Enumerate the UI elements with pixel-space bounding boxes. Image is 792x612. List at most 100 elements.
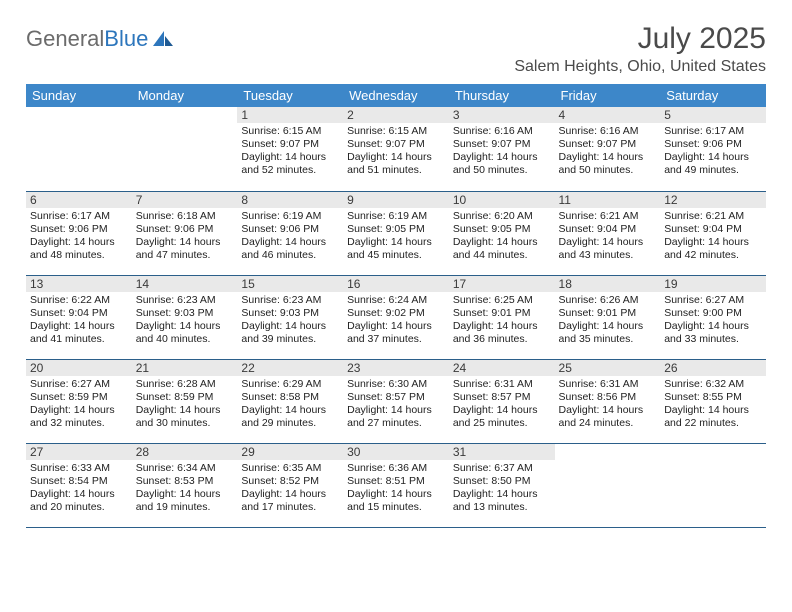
detail-line: Daylight: 14 hours and 33 minutes. [664,320,762,346]
detail-line: Sunrise: 6:19 AM [347,210,445,223]
detail-line: Daylight: 14 hours and 44 minutes. [453,236,551,262]
detail-line: Sunset: 9:06 PM [241,223,339,236]
day-number: 16 [343,276,449,292]
day-details: Sunrise: 6:21 AMSunset: 9:04 PMDaylight:… [664,210,762,263]
detail-line: Sunset: 8:57 PM [347,391,445,404]
day-details: Sunrise: 6:25 AMSunset: 9:01 PMDaylight:… [453,294,551,347]
day-details: Sunrise: 6:27 AMSunset: 8:59 PMDaylight:… [30,378,128,431]
detail-line: Sunset: 8:50 PM [453,475,551,488]
calendar-cell: 2Sunrise: 6:15 AMSunset: 9:07 PMDaylight… [343,107,449,191]
day-number: 24 [449,360,555,376]
detail-line: Sunset: 9:04 PM [30,307,128,320]
detail-line: Daylight: 14 hours and 19 minutes. [136,488,234,514]
detail-line: Sunrise: 6:25 AM [453,294,551,307]
calendar-cell: 18Sunrise: 6:26 AMSunset: 9:01 PMDayligh… [555,275,661,359]
detail-line: Sunset: 9:07 PM [347,138,445,151]
detail-line: Sunrise: 6:16 AM [453,125,551,138]
day-number: 3 [449,107,555,123]
detail-line: Daylight: 14 hours and 17 minutes. [241,488,339,514]
detail-line: Sunrise: 6:16 AM [559,125,657,138]
calendar-cell: 27Sunrise: 6:33 AMSunset: 8:54 PMDayligh… [26,443,132,527]
calendar-cell: 24Sunrise: 6:31 AMSunset: 8:57 PMDayligh… [449,359,555,443]
calendar-cell: 8 Sunrise: 6:19 AMSunset: 9:06 PMDaylight… [237,191,343,275]
day-number: 9 [343,192,449,208]
day-details: Sunrise: 6:17 AMSunset: 9:06 PMDaylight:… [30,210,128,263]
calendar-cell: 30 Sunrise: 6:36 AMSunset: 8:51 PMDayligh… [343,443,449,527]
day-details: Sunrise: 6:16 AMSunset: 9:07 PMDaylight:… [453,125,551,178]
detail-line: Sunrise: 6:23 AM [136,294,234,307]
detail-line: Sunrise: 6:19 AM [241,210,339,223]
detail-line: Sunrise: 6:17 AM [664,125,762,138]
detail-line: Sunset: 9:05 PM [347,223,445,236]
month-title: July 2025 [514,22,766,56]
day-number: 30 [343,444,449,460]
calendar-cell: 23Sunrise: 6:30 AMSunset: 8:57 PMDayligh… [343,359,449,443]
day-header: Thursday [449,84,555,107]
calendar-cell: 9Sunrise: 6:19 AMSunset: 9:05 PMDaylight… [343,191,449,275]
calendar-cell: 21Sunrise: 6:28 AMSunset: 8:59 PMDayligh… [132,359,238,443]
detail-line: Sunset: 9:07 PM [559,138,657,151]
day-number: 12 [660,192,766,208]
calendar-cell: 13 Sunrise: 6:22 AMSunset: 9:04 PMDayligh… [26,275,132,359]
calendar-row: 13Sunrise: 6:22 AMSunset: 9:04 PMDayligh… [26,275,766,359]
detail-line: Daylight: 14 hours and 37 minutes. [347,320,445,346]
detail-line: Sunset: 8:56 PM [559,391,657,404]
calendar-row: 6Sunrise: 6:17 AMSunset: 9:06 PMDaylight… [26,191,766,275]
detail-line: Sunset: 9:03 PM [241,307,339,320]
brand-part2: Blue [104,26,148,52]
detail-line: Daylight: 14 hours and 52 minutes. [241,151,339,177]
day-details: Sunrise: 6:37 AMSunset: 8:50 PMDaylight:… [453,462,551,515]
detail-line: Sunrise: 6:33 AM [30,462,128,475]
detail-line: Daylight: 14 hours and 39 minutes. [241,320,339,346]
calendar-cell: 26Sunrise: 6:32 AMSunset: 8:55 PMDayligh… [660,359,766,443]
detail-line: Sunrise: 6:31 AM [559,378,657,391]
day-number: 19 [660,276,766,292]
detail-line: Sunrise: 6:29 AM [241,378,339,391]
calendar-cell: 12 Sunrise: 6:21 AMSunset: 9:04 PMDayligh… [660,191,766,275]
detail-line: Sunset: 8:55 PM [664,391,762,404]
detail-line: Sunrise: 6:22 AM [30,294,128,307]
detail-line: Sunrise: 6:37 AM [453,462,551,475]
detail-line: Daylight: 14 hours and 36 minutes. [453,320,551,346]
calendar-cell: 14Sunrise: 6:23 AMSunset: 9:03 PMDayligh… [132,275,238,359]
calendar-cell: 16Sunrise: 6:24 AMSunset: 9:02 PMDayligh… [343,275,449,359]
detail-line: Sunrise: 6:15 AM [347,125,445,138]
detail-line: Daylight: 14 hours and 50 minutes. [453,151,551,177]
calendar-cell [660,443,766,527]
logo-sail-icon [152,30,174,48]
calendar-cell: 3 Sunrise: 6:16 AMSunset: 9:07 PMDaylight… [449,107,555,191]
location-text: Salem Heights, Ohio, United States [514,58,766,76]
day-number: 21 [132,360,238,376]
calendar-cell: 15Sunrise: 6:23 AMSunset: 9:03 PMDayligh… [237,275,343,359]
day-number: 8 [237,192,343,208]
day-number: 27 [26,444,132,460]
detail-line: Daylight: 14 hours and 41 minutes. [30,320,128,346]
detail-line: Sunrise: 6:28 AM [136,378,234,391]
calendar-cell: 11Sunrise: 6:21 AMSunset: 9:04 PMDayligh… [555,191,661,275]
detail-line: Daylight: 14 hours and 46 minutes. [241,236,339,262]
detail-line: Daylight: 14 hours and 27 minutes. [347,404,445,430]
calendar-cell: 5Sunrise: 6:17 AMSunset: 9:06 PMDaylight… [660,107,766,191]
day-details: Sunrise: 6:36 AMSunset: 8:51 PMDaylight:… [347,462,445,515]
detail-line: Sunrise: 6:26 AM [559,294,657,307]
calendar-cell: 22Sunrise: 6:29 AMSunset: 8:58 PMDayligh… [237,359,343,443]
detail-line: Sunrise: 6:23 AM [241,294,339,307]
calendar-row: 1Sunrise: 6:15 AMSunset: 9:07 PMDaylight… [26,107,766,191]
calendar-cell [132,107,238,191]
detail-line: Daylight: 14 hours and 22 minutes. [664,404,762,430]
detail-line: Daylight: 14 hours and 42 minutes. [664,236,762,262]
day-number: 17 [449,276,555,292]
detail-line: Sunrise: 6:30 AM [347,378,445,391]
day-header: Monday [132,84,238,107]
detail-line: Sunset: 9:04 PM [559,223,657,236]
detail-line: Daylight: 14 hours and 35 minutes. [559,320,657,346]
brand-logo: GeneralBlue [26,26,174,52]
title-block: July 2025 Salem Heights, Ohio, United St… [514,22,766,76]
day-number: 7 [132,192,238,208]
day-number: 13 [26,276,132,292]
detail-line: Sunrise: 6:24 AM [347,294,445,307]
day-number: 18 [555,276,661,292]
day-details: Sunrise: 6:31 AMSunset: 8:56 PMDaylight:… [559,378,657,431]
detail-line: Daylight: 14 hours and 25 minutes. [453,404,551,430]
detail-line: Sunrise: 6:21 AM [559,210,657,223]
